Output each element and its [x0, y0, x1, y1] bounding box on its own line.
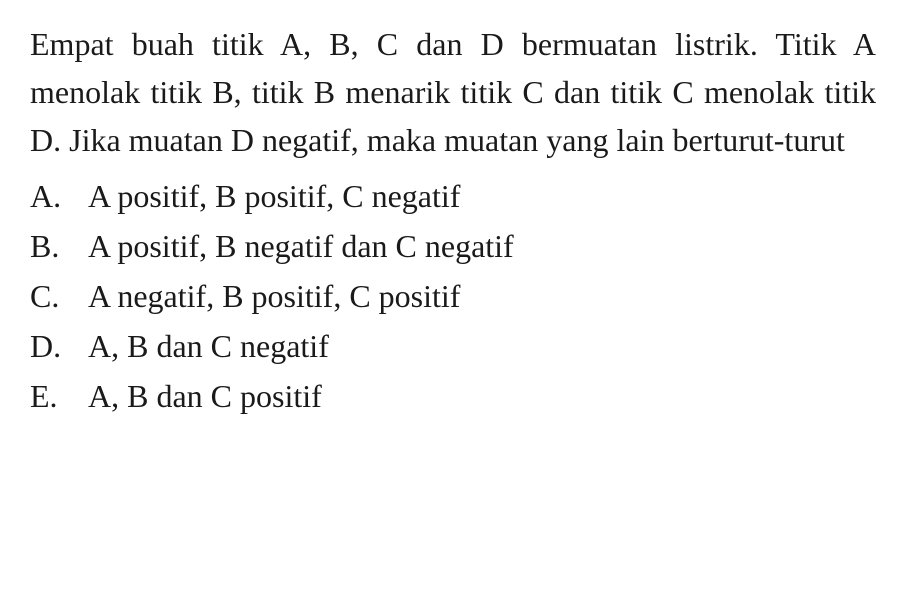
option-text: A, B dan C positif — [88, 372, 876, 420]
question-text: Empat buah titik A, B, C dan D bermuatan… — [30, 20, 876, 164]
option-d: D. A, B dan C negatif — [30, 322, 876, 370]
option-b: B. A positif, B negatif dan C negatif — [30, 222, 876, 270]
option-letter: A. — [30, 172, 88, 220]
option-letter: B. — [30, 222, 88, 270]
option-text: A positif, B positif, C negatif — [88, 172, 876, 220]
option-text: A negatif, B positif, C positif — [88, 272, 876, 320]
option-text: A, B dan C negatif — [88, 322, 876, 370]
option-letter: C. — [30, 272, 88, 320]
question-container: Empat buah titik A, B, C dan D bermuatan… — [0, 0, 906, 442]
option-text: A positif, B negatif dan C negatif — [88, 222, 876, 270]
option-e: E. A, B dan C positif — [30, 372, 876, 420]
option-c: C. A negatif, B positif, C positif — [30, 272, 876, 320]
option-a: A. A positif, B positif, C negatif — [30, 172, 876, 220]
options-list: A. A positif, B positif, C negatif B. A … — [30, 172, 876, 420]
option-letter: D. — [30, 322, 88, 370]
option-letter: E. — [30, 372, 88, 420]
